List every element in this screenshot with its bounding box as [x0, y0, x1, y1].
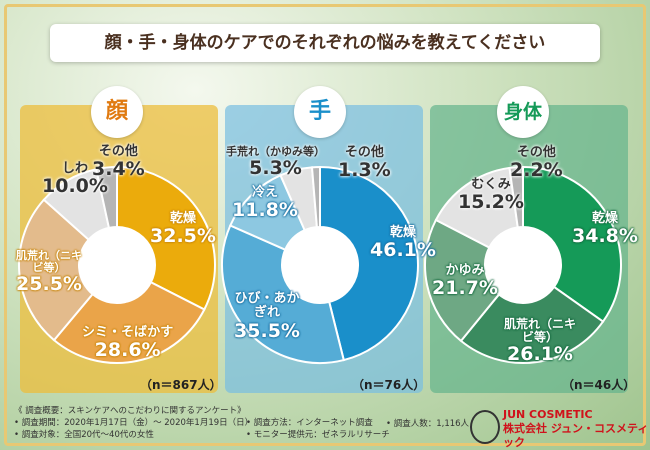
donut-hole [79, 227, 155, 303]
data-label: かゆみ 21.7% [432, 263, 498, 300]
survey-period: • 調査期間：2020年1月17日（金）～ 2020年1月19日（日） [14, 418, 254, 428]
data-label: その他 1.3% [338, 145, 391, 182]
page-title: 顔・手・身体のケアでのそれぞれの悩みを教えてください [50, 24, 600, 62]
data-label: その他 3.4% [92, 144, 145, 181]
sample-size-body: （n＝46人） [562, 378, 636, 392]
data-label: 手荒れ（かゆみ等） 5.3% [226, 145, 325, 180]
data-label: 乾燥 46.1% [370, 225, 436, 262]
data-label: 乾燥 34.8% [572, 211, 638, 248]
frame [4, 4, 646, 446]
data-label: むくみ 15.2% [458, 177, 524, 214]
sample-size-hand: （n＝76人） [352, 378, 426, 392]
data-label: シミ・そばかす 28.6% [82, 325, 174, 362]
survey-target: • 調査対象：全国20代～40代の女性 [14, 430, 154, 440]
data-label: 乾燥 32.5% [150, 211, 216, 248]
survey-count: • 調査人数：1,116人 [386, 419, 470, 429]
data-label: その他 2.2% [510, 145, 563, 182]
brand-name-en: JUN COSMETIC [503, 408, 593, 421]
chart-title-body: 身体 [497, 86, 549, 138]
survey-provider: • モニター提供元：ゼネラルリサーチ [246, 430, 390, 440]
survey-method-block: • 調査方法：インターネット調査 • モニター提供元：ゼネラルリサーチ [246, 417, 390, 441]
sample-size-face: （n＝867人） [140, 378, 222, 392]
chart-title-hand: 手 [294, 86, 346, 138]
survey-method: • 調査方法：インターネット調査 [246, 418, 373, 428]
brand-name-jp: 株式会社 ジュン・コスメティック [503, 422, 649, 449]
donut-slice [52, 280, 206, 364]
data-label: ひび・あかぎれ 35.5% [234, 291, 300, 342]
survey-summary: 《 調査概要：スキンケアへのこだわりに関するアンケート》 • 調査期間：2020… [14, 405, 253, 441]
data-label: 肌荒れ（ニキビ等） 25.5% [16, 249, 82, 296]
data-label: 肌荒れ（ニキビ等） 26.1% [503, 317, 576, 366]
donut-hole [485, 227, 561, 303]
brand: JUN COSMETIC 株式会社 ジュン・コスメティック [503, 408, 650, 450]
data-label: しわ 10.0% [42, 161, 108, 198]
chart-title-face: 顔 [91, 86, 143, 138]
survey-title: 《 調査概要：スキンケアへのこだわりに関するアンケート》 [14, 406, 246, 416]
donut-hole [282, 227, 358, 303]
brand-logo-icon [470, 410, 500, 444]
data-label: 冷え 11.8% [232, 185, 298, 222]
